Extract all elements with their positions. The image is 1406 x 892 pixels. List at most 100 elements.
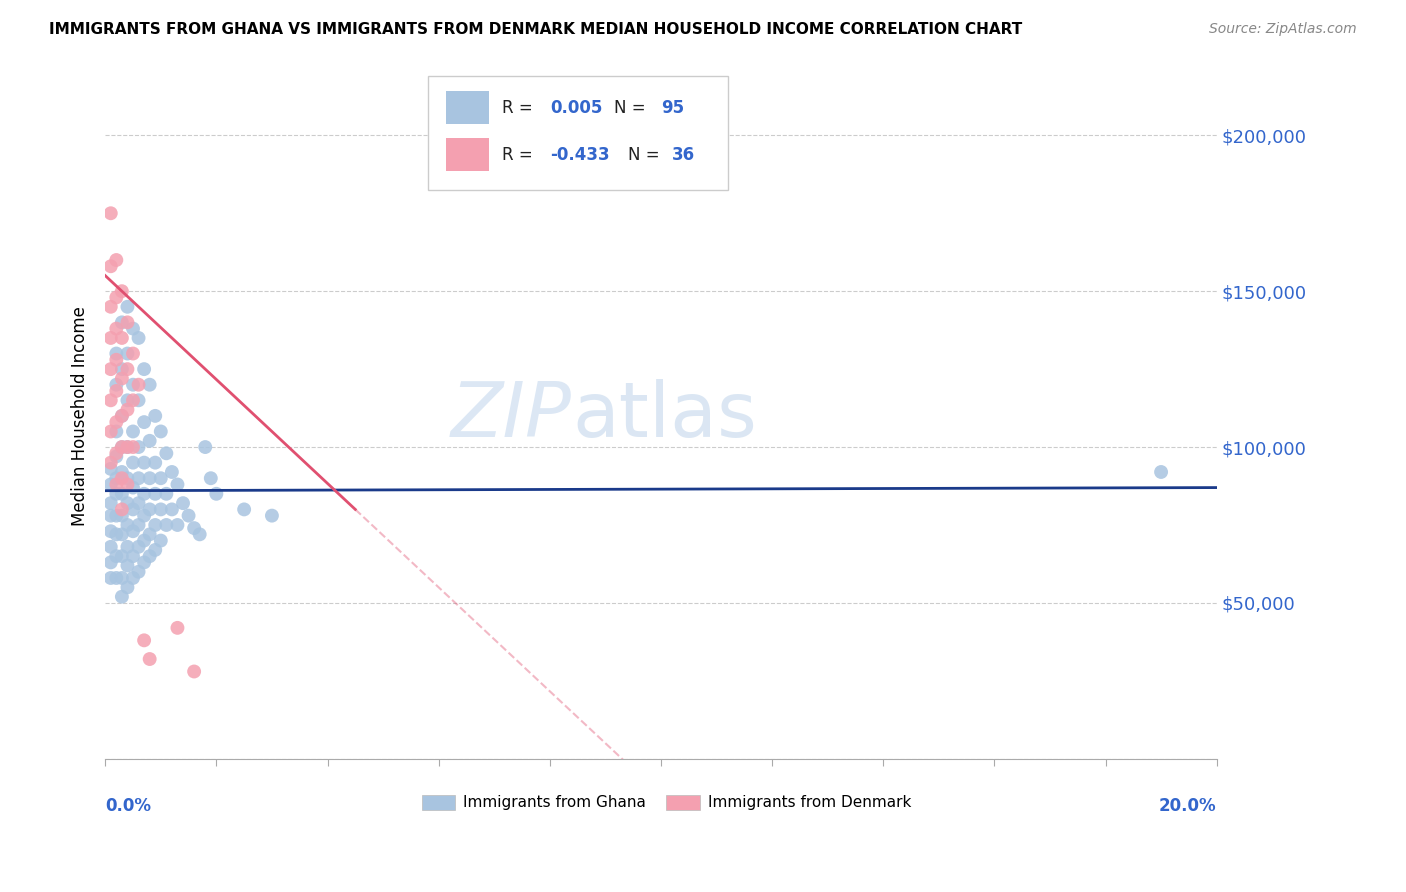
Point xyxy=(149,502,172,516)
Point xyxy=(122,502,145,516)
Text: N =: N = xyxy=(614,99,651,117)
Point xyxy=(117,477,139,491)
Point xyxy=(105,352,128,367)
Bar xyxy=(447,138,489,171)
Text: 0.005: 0.005 xyxy=(550,99,602,117)
Point xyxy=(111,331,134,345)
Point xyxy=(128,393,150,408)
Point xyxy=(149,533,172,548)
Text: Immigrants from Denmark: Immigrants from Denmark xyxy=(707,795,911,810)
Point xyxy=(138,527,160,541)
Point xyxy=(155,446,177,460)
Point xyxy=(155,518,177,533)
Point xyxy=(111,590,134,604)
Point xyxy=(100,206,122,220)
Text: atlas: atlas xyxy=(572,379,756,453)
Point xyxy=(105,527,128,541)
Point xyxy=(122,481,145,495)
Point xyxy=(138,652,160,666)
Point xyxy=(138,471,160,485)
Point xyxy=(122,524,145,539)
Point xyxy=(132,508,155,523)
Text: N =: N = xyxy=(627,145,665,163)
Point xyxy=(200,471,222,485)
Point xyxy=(117,558,139,573)
Point xyxy=(117,440,139,454)
Point xyxy=(122,346,145,360)
Point xyxy=(132,362,155,376)
Text: 36: 36 xyxy=(672,145,695,163)
Point xyxy=(143,456,166,470)
Point xyxy=(105,346,128,360)
Point xyxy=(143,487,166,501)
Point xyxy=(132,415,155,429)
Point xyxy=(105,384,128,398)
Point xyxy=(132,555,155,569)
Point xyxy=(105,290,128,304)
Point xyxy=(105,571,128,585)
Point xyxy=(128,496,150,510)
Point xyxy=(100,477,122,491)
Point xyxy=(117,402,139,417)
Point xyxy=(117,496,139,510)
Bar xyxy=(447,92,489,124)
Point xyxy=(111,409,134,423)
Point xyxy=(233,502,256,516)
Point xyxy=(143,409,166,423)
Point xyxy=(111,487,134,501)
Point xyxy=(122,321,145,335)
Point xyxy=(132,533,155,548)
Text: -0.433: -0.433 xyxy=(550,145,609,163)
Point xyxy=(166,477,188,491)
Point xyxy=(1150,465,1173,479)
Text: Source: ZipAtlas.com: Source: ZipAtlas.com xyxy=(1209,22,1357,37)
Point xyxy=(100,456,122,470)
Point xyxy=(122,549,145,563)
Point xyxy=(105,471,128,485)
Point xyxy=(183,521,205,535)
Point xyxy=(105,446,128,460)
Point xyxy=(117,315,139,329)
Point xyxy=(111,502,134,516)
Text: ZIP: ZIP xyxy=(451,379,572,453)
Point xyxy=(172,496,194,510)
Point xyxy=(100,555,122,569)
Point xyxy=(111,284,134,298)
Point xyxy=(128,565,150,579)
Point xyxy=(117,300,139,314)
Point xyxy=(105,549,128,563)
Point xyxy=(143,543,166,558)
Point xyxy=(100,524,122,539)
Point xyxy=(128,377,150,392)
Bar xyxy=(422,795,456,810)
Point xyxy=(188,527,211,541)
Point xyxy=(105,508,128,523)
Point xyxy=(105,415,128,429)
Point xyxy=(122,425,145,439)
Point xyxy=(122,571,145,585)
Point xyxy=(149,471,172,485)
Point xyxy=(105,252,128,267)
Point xyxy=(100,508,122,523)
Point xyxy=(111,571,134,585)
Point xyxy=(111,471,134,485)
Point xyxy=(122,393,145,408)
Point xyxy=(117,540,139,554)
Point xyxy=(128,331,150,345)
Point xyxy=(117,393,139,408)
Point xyxy=(105,450,128,464)
Point xyxy=(100,571,122,585)
Point xyxy=(149,425,172,439)
Point xyxy=(122,440,145,454)
Point xyxy=(138,377,160,392)
Point xyxy=(111,440,134,454)
FancyBboxPatch shape xyxy=(427,77,728,190)
Point xyxy=(128,471,150,485)
Point xyxy=(155,487,177,501)
Point xyxy=(117,580,139,594)
Point xyxy=(128,518,150,533)
Point xyxy=(132,456,155,470)
Point xyxy=(105,477,128,491)
Point xyxy=(132,633,155,648)
Point xyxy=(177,508,200,523)
